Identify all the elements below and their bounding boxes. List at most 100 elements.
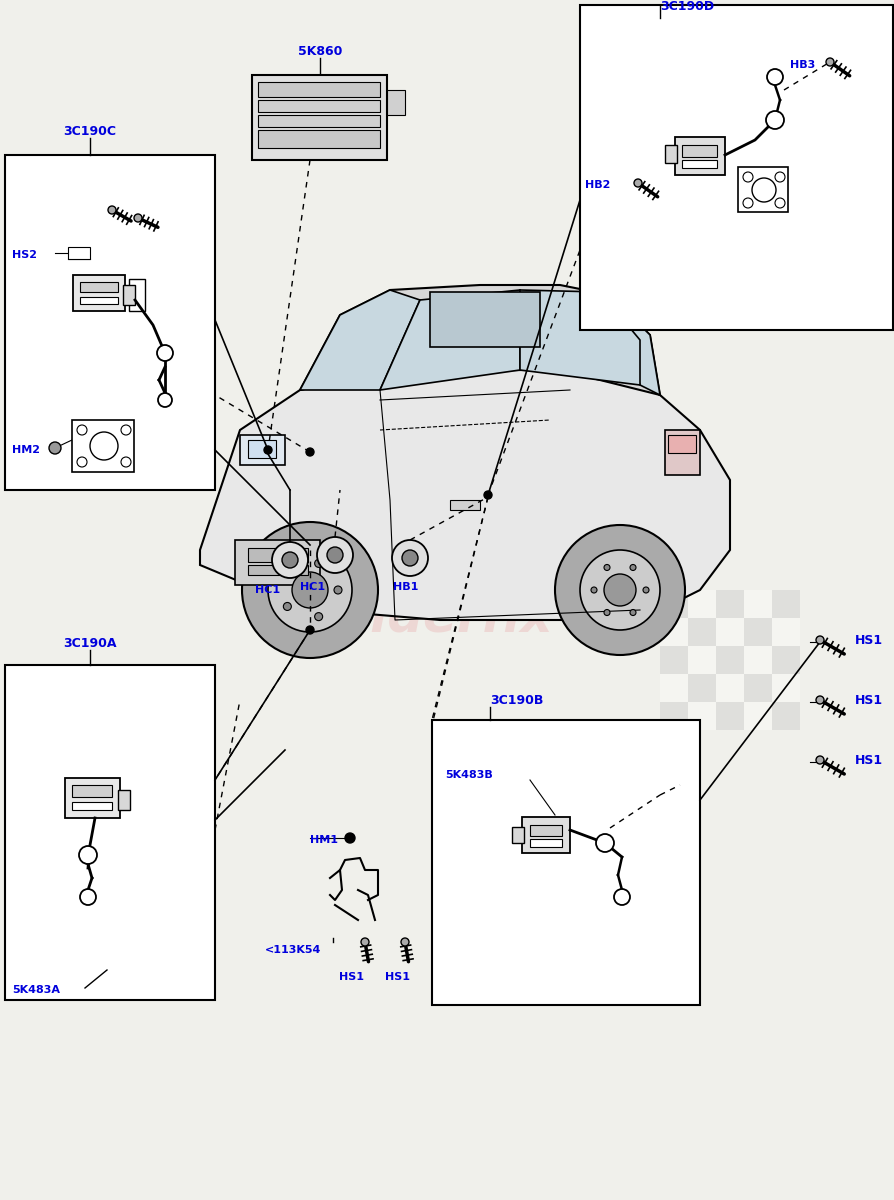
Circle shape (134, 214, 142, 222)
Bar (659, 618, 687, 646)
Circle shape (158, 392, 172, 407)
Circle shape (241, 522, 377, 658)
Circle shape (613, 889, 629, 905)
Bar (687, 646, 715, 674)
Bar (240, 434, 284, 464)
Bar (659, 646, 687, 674)
Text: 3C190D: 3C190D (659, 0, 713, 13)
Bar (579, 5, 892, 330)
Bar (129, 278, 145, 311)
Bar (257, 130, 380, 148)
Bar (252, 74, 386, 160)
Bar (681, 160, 716, 168)
Bar (429, 292, 539, 347)
Bar (529, 826, 561, 836)
Circle shape (156, 346, 173, 361)
Circle shape (121, 425, 131, 434)
Bar (257, 115, 380, 127)
Text: 3C190C: 3C190C (63, 125, 116, 138)
Bar (248, 440, 275, 458)
Bar (772, 674, 799, 702)
Polygon shape (380, 290, 519, 390)
Bar (743, 646, 772, 674)
Circle shape (267, 548, 351, 632)
Polygon shape (299, 290, 419, 390)
Circle shape (333, 586, 342, 594)
Circle shape (579, 550, 659, 630)
Bar (73, 275, 125, 311)
Circle shape (742, 198, 752, 208)
Bar (772, 590, 799, 618)
Bar (743, 618, 772, 646)
Bar (667, 434, 696, 452)
Bar (72, 802, 112, 810)
Bar (687, 618, 715, 646)
Circle shape (315, 559, 323, 568)
Bar (450, 500, 479, 510)
Text: <113K54: <113K54 (265, 946, 321, 955)
Bar (743, 590, 772, 618)
Circle shape (401, 550, 417, 566)
Bar (659, 674, 687, 702)
Circle shape (815, 696, 823, 704)
Bar (68, 247, 90, 259)
Bar (122, 284, 135, 305)
Circle shape (554, 526, 684, 655)
Circle shape (108, 206, 116, 214)
Circle shape (283, 570, 291, 577)
Bar (80, 296, 118, 304)
Bar (664, 430, 699, 475)
Circle shape (751, 178, 775, 202)
Bar (659, 590, 687, 618)
Bar (432, 720, 699, 1006)
Text: 3C190B: 3C190B (489, 694, 543, 707)
Polygon shape (199, 370, 730, 620)
Text: 5K860: 5K860 (298, 44, 342, 58)
Circle shape (642, 587, 648, 593)
Bar (715, 646, 743, 674)
Bar (5, 665, 215, 1000)
Circle shape (79, 846, 97, 864)
Polygon shape (519, 290, 639, 385)
Text: solderfix: solderfix (306, 594, 552, 642)
Circle shape (306, 448, 314, 456)
Text: 5K483B: 5K483B (444, 770, 493, 780)
Bar (235, 540, 320, 584)
Circle shape (360, 938, 368, 946)
Circle shape (765, 110, 783, 128)
Bar (743, 702, 772, 730)
Circle shape (316, 538, 352, 572)
Bar (687, 674, 715, 702)
Text: HS2: HS2 (12, 250, 37, 260)
Text: HB3: HB3 (789, 60, 814, 70)
Bar (664, 145, 676, 163)
Text: HS1: HS1 (854, 694, 882, 707)
Circle shape (392, 540, 427, 576)
Text: 3C190A: 3C190A (63, 637, 116, 650)
Circle shape (742, 172, 752, 182)
Bar (715, 590, 743, 618)
Text: HM2: HM2 (12, 445, 40, 455)
Circle shape (766, 68, 782, 85)
Text: HB2: HB2 (585, 180, 610, 190)
Bar (248, 565, 308, 575)
Text: 5K483A: 5K483A (12, 985, 60, 995)
Bar (772, 618, 799, 646)
Bar (715, 702, 743, 730)
Bar (772, 702, 799, 730)
Bar (687, 590, 715, 618)
Circle shape (603, 574, 636, 606)
Bar (72, 420, 134, 472)
Bar (80, 282, 118, 292)
Circle shape (825, 58, 833, 66)
Circle shape (629, 610, 636, 616)
Circle shape (315, 613, 323, 620)
Circle shape (77, 457, 87, 467)
Circle shape (49, 442, 61, 454)
Bar (5, 155, 215, 490)
Circle shape (121, 457, 131, 467)
Bar (715, 618, 743, 646)
Bar (738, 167, 787, 212)
Bar (72, 785, 112, 797)
Bar (118, 790, 130, 810)
